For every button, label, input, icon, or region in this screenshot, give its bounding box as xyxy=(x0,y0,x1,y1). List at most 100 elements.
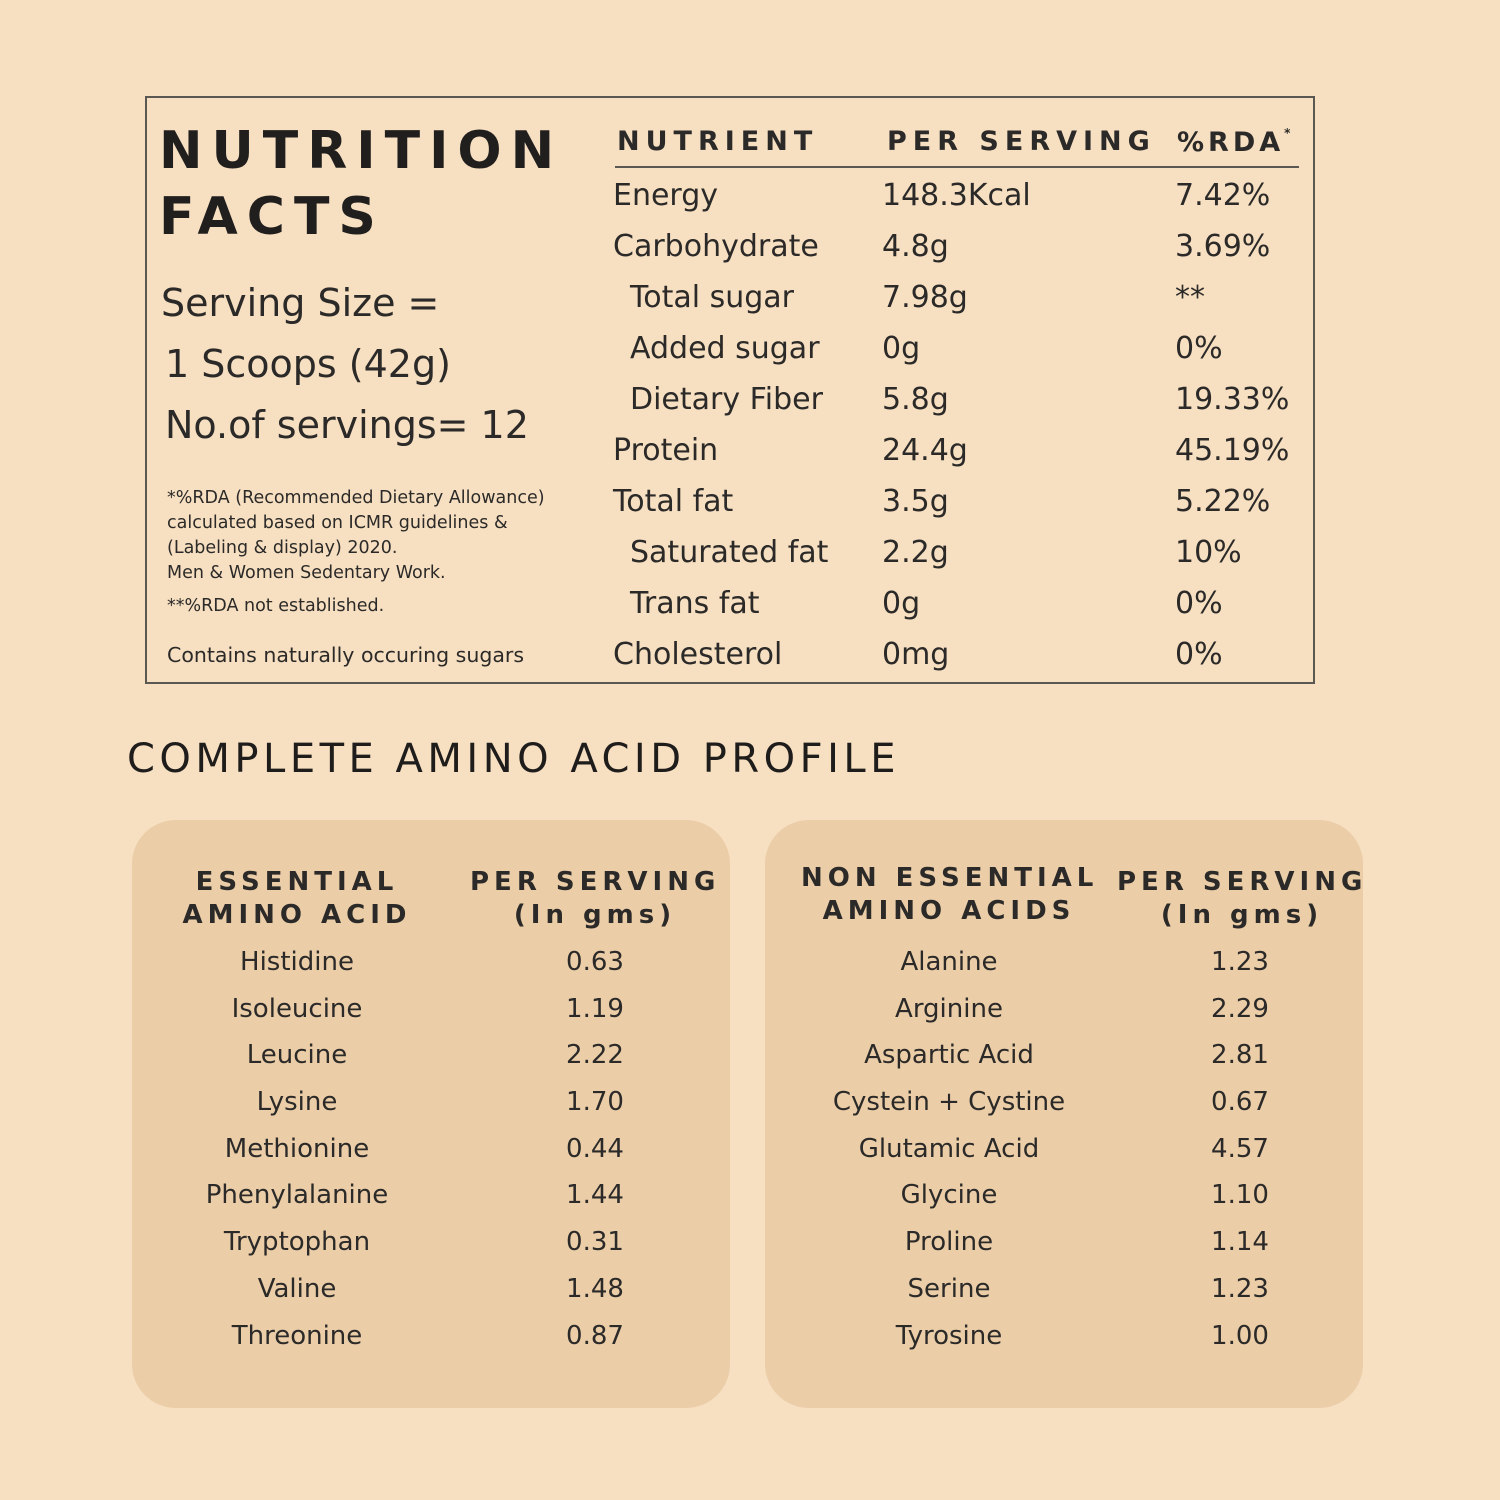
amino-acid-value: 0.31 xyxy=(566,1227,624,1258)
list-item: Glutamic Acid 4.57 xyxy=(765,1126,1363,1173)
amino-acid-value: 0.44 xyxy=(566,1133,624,1164)
essential-amino-header: ESSENTIAL AMINO ACID PER SERVING (In gms… xyxy=(132,820,730,940)
table-row: Saturated fat 2.2g 10% xyxy=(613,527,1303,578)
nutrient-name: Carbohydrate xyxy=(613,229,819,264)
column-header-nutrient: NUTRIENT xyxy=(617,126,819,157)
list-item: Tryptophan 0.31 xyxy=(132,1219,730,1266)
essential-amino-list: Histidine 0.63 Isoleucine 1.19 Leucine 2.22 Ly… xyxy=(132,939,730,1359)
amino-acid-value: 1.14 xyxy=(1211,1227,1269,1258)
amino-acid-name: Phenylalanine xyxy=(205,1180,389,1211)
rda-asterisk: * xyxy=(1284,126,1291,140)
amino-acid-value: 0.67 xyxy=(1211,1087,1269,1118)
table-row: Total sugar 7.98g ** xyxy=(613,272,1303,323)
amino-acid-value: 1.44 xyxy=(566,1180,624,1211)
nutrition-title-line2: FACTS xyxy=(159,187,385,247)
amino-acid-value: 1.70 xyxy=(566,1087,624,1118)
footnote-rda-line1: *%RDA (Recommended Dietary Allowance) xyxy=(167,488,545,508)
nutrient-name: Added sugar xyxy=(630,331,820,366)
footnote-rda-line2: calculated based on ICMR guidelines & xyxy=(167,513,508,533)
list-item: Valine 1.48 xyxy=(132,1266,730,1313)
footnote-rda-line3: (Labeling & display) 2020. xyxy=(167,538,398,558)
non-essential-amino-card: NON ESSENTIAL AMINO ACIDS PER SERVING (I… xyxy=(765,820,1363,1408)
amino-acid-name: Alanine xyxy=(900,947,998,977)
nutrient-rda: 3.69% xyxy=(1175,229,1271,264)
amino-acid-value: 4.57 xyxy=(1211,1133,1269,1164)
amino-acid-value: 1.23 xyxy=(1211,947,1269,977)
amino-acid-value: 2.29 xyxy=(1211,993,1269,1024)
rda-label: %RDA xyxy=(1177,127,1285,158)
nutrient-rda: 7.42% xyxy=(1175,178,1271,213)
table-row: Dietary Fiber 5.8g 19.33% xyxy=(613,374,1303,425)
list-item: Isoleucine 1.19 xyxy=(132,986,730,1033)
column-header-rda: %RDA* xyxy=(1177,126,1290,158)
serving-size-value: 1 Scoops (42g) xyxy=(165,342,451,386)
table-row: Cholesterol 0mg 0% xyxy=(613,629,1303,680)
nutrient-rda: 19.33% xyxy=(1175,382,1290,417)
nutrient-rda: 45.19% xyxy=(1175,433,1290,468)
nutrient-rda: 0% xyxy=(1175,586,1223,621)
footnotes: *%RDA (Recommended Dietary Allowance) ca… xyxy=(167,486,545,668)
nutrient-per-serving: 2.2g xyxy=(882,535,949,570)
amino-acid-name: Tyrosine xyxy=(895,1320,1003,1351)
list-item: Methionine 0.44 xyxy=(132,1126,730,1173)
footnote-not-established: **%RDA not established. xyxy=(167,596,385,616)
nutrient-per-serving: 0g xyxy=(882,586,921,621)
amino-acid-name: Threonine xyxy=(231,1320,363,1351)
list-item: Proline 1.14 xyxy=(765,1219,1363,1266)
essential-value-header-line1: PER SERVING xyxy=(470,867,721,897)
non-essential-header-line1: NON ESSENTIAL xyxy=(801,863,1099,893)
amino-acid-value: 1.10 xyxy=(1211,1180,1269,1211)
essential-amino-card: ESSENTIAL AMINO ACID PER SERVING (In gms… xyxy=(132,820,730,1408)
nutrient-per-serving: 4.8g xyxy=(882,229,949,264)
nutrient-per-serving: 7.98g xyxy=(882,280,968,315)
amino-acid-value: 1.48 xyxy=(566,1273,624,1304)
non-essential-amino-column-header: NON ESSENTIAL AMINO ACIDS xyxy=(801,862,1097,928)
amino-acid-value: 1.23 xyxy=(1211,1273,1269,1304)
nutrient-name: Energy xyxy=(613,178,719,213)
table-row: Total fat 3.5g 5.22% xyxy=(613,476,1303,527)
amino-acid-name: Isoleucine xyxy=(231,993,363,1024)
table-row: Energy 148.3Kcal 7.42% xyxy=(613,170,1303,221)
list-item: Lysine 1.70 xyxy=(132,1079,730,1126)
list-item: Aspartic Acid 2.81 xyxy=(765,1032,1363,1079)
amino-acid-value: 1.00 xyxy=(1211,1320,1269,1351)
amino-acid-value: 0.87 xyxy=(566,1320,624,1351)
nutrient-rda: 10% xyxy=(1175,535,1242,570)
nutrient-rda: 0% xyxy=(1175,637,1223,672)
list-item: Alanine 1.23 xyxy=(765,939,1363,986)
non-essential-header-line2: AMINO ACIDS xyxy=(822,896,1076,926)
amino-acid-value: 2.81 xyxy=(1211,1040,1269,1071)
non-essential-per-serving-header: PER SERVING (In gms) xyxy=(1117,866,1367,932)
nutrient-name: Protein xyxy=(613,433,719,468)
amino-acid-name: Glycine xyxy=(900,1180,998,1211)
amino-acid-name: Leucine xyxy=(246,1040,348,1071)
amino-acid-name: Histidine xyxy=(240,947,354,977)
nutrition-facts-title: NUTRITION FACTS xyxy=(159,118,563,250)
essential-header-line2: AMINO ACID xyxy=(182,900,412,930)
list-item: Tyrosine 1.00 xyxy=(765,1313,1363,1360)
serving-size-label: Serving Size = xyxy=(161,281,440,325)
amino-acid-value: 1.19 xyxy=(566,993,624,1024)
table-row: Trans fat 0g 0% xyxy=(613,578,1303,629)
nutrient-table-body: Energy 148.3Kcal 7.42% Carbohydrate 4.8g 3.69… xyxy=(613,170,1303,680)
nutrient-rda: 5.22% xyxy=(1175,484,1271,519)
essential-header-line1: ESSENTIAL xyxy=(195,867,399,897)
list-item: Phenylalanine 1.44 xyxy=(132,1172,730,1219)
amino-profile-title: COMPLETE AMINO ACID PROFILE xyxy=(127,736,900,782)
list-item: Glycine 1.10 xyxy=(765,1172,1363,1219)
column-header-per-serving: PER SERVING xyxy=(887,126,1156,157)
footnote-sugars: Contains naturally occuring sugars xyxy=(167,643,525,667)
list-item: Leucine 2.22 xyxy=(132,1032,730,1079)
nutrient-per-serving: 0mg xyxy=(882,637,950,672)
nutrient-name: Total fat xyxy=(613,484,734,519)
amino-acid-value: 2.22 xyxy=(566,1040,624,1071)
nutrient-per-serving: 3.5g xyxy=(882,484,949,519)
nutrition-title-line1: NUTRITION xyxy=(159,121,564,181)
list-item: Histidine 0.63 xyxy=(132,939,730,986)
table-row: Added sugar 0g 0% xyxy=(613,323,1303,374)
amino-acid-name: Arginine xyxy=(895,993,1003,1024)
list-item: Serine 1.23 xyxy=(765,1266,1363,1313)
amino-acid-name: Proline xyxy=(904,1227,994,1258)
list-item: Cystein + Cystine 0.67 xyxy=(765,1079,1363,1126)
nutrient-name: Total sugar xyxy=(630,280,795,315)
